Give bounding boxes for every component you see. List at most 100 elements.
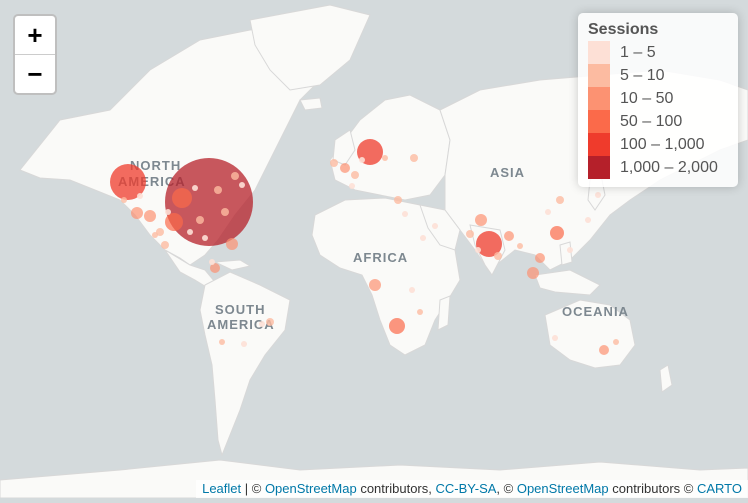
label-africa: AFRICA — [353, 250, 408, 265]
land-caribbean — [213, 259, 252, 271]
session-marker[interactable] — [239, 182, 245, 188]
session-marker[interactable] — [266, 318, 274, 326]
session-marker[interactable] — [165, 209, 171, 215]
session-marker[interactable] — [161, 241, 169, 249]
session-marker[interactable] — [402, 211, 408, 217]
attribution-text: contributors, — [356, 481, 436, 496]
session-marker[interactable] — [556, 196, 564, 204]
session-marker[interactable] — [156, 228, 164, 236]
session-marker[interactable] — [214, 186, 222, 194]
legend-swatch — [588, 41, 610, 64]
session-marker[interactable] — [192, 185, 198, 191]
attribution: Leaflet | © OpenStreetMap contributors, … — [196, 480, 748, 498]
land-greenland — [249, 4, 371, 91]
sessions-legend: Sessions 1 – 5 5 – 10 10 – 50 50 – 100 1… — [578, 13, 738, 187]
session-marker[interactable] — [231, 172, 239, 180]
land-uk — [332, 129, 356, 166]
session-marker[interactable] — [202, 235, 208, 241]
zoom-in-button[interactable]: + — [27, 20, 43, 50]
session-marker[interactable] — [210, 263, 220, 273]
legend-swatch — [588, 133, 610, 156]
session-marker[interactable] — [475, 214, 487, 226]
session-marker[interactable] — [552, 335, 558, 341]
session-marker[interactable] — [595, 192, 601, 198]
session-marker[interactable] — [241, 341, 247, 347]
session-marker[interactable] — [340, 163, 350, 173]
land-new-zealand — [659, 364, 673, 393]
osm-link[interactable]: OpenStreetMap — [264, 481, 357, 496]
session-marker[interactable] — [187, 229, 193, 235]
land-se-asia-islands — [534, 269, 601, 296]
land-madagascar — [437, 295, 451, 331]
session-marker[interactable] — [545, 209, 551, 215]
session-marker[interactable] — [165, 213, 183, 231]
legend-title: Sessions — [588, 21, 659, 38]
session-marker[interactable] — [417, 309, 423, 315]
session-marker[interactable] — [110, 164, 146, 200]
label-south-america: AMERICA — [207, 317, 275, 332]
land-arabia — [419, 204, 461, 251]
session-marker[interactable] — [219, 339, 225, 345]
session-marker[interactable] — [369, 279, 381, 291]
session-marker[interactable] — [420, 235, 426, 241]
label-south: SOUTH — [215, 302, 266, 317]
attribution-text: contributors © — [608, 481, 697, 496]
session-marker[interactable] — [409, 287, 415, 293]
session-marker[interactable] — [527, 267, 539, 279]
legend-label: 50 – 100 — [620, 112, 683, 130]
session-marker[interactable] — [349, 183, 355, 189]
land-iceland — [299, 97, 323, 111]
session-marker[interactable] — [476, 231, 502, 257]
legend-label: 1,000 – 2,000 — [620, 158, 718, 176]
session-marker[interactable] — [382, 155, 388, 161]
session-marker[interactable] — [599, 345, 609, 355]
legend-swatch — [588, 156, 610, 179]
session-marker[interactable] — [394, 196, 402, 204]
carto-link[interactable]: CARTO — [696, 481, 742, 496]
session-marker[interactable] — [585, 217, 591, 223]
session-marker[interactable] — [466, 230, 474, 238]
session-marker[interactable] — [259, 321, 265, 327]
session-marker[interactable] — [504, 231, 514, 241]
session-marker[interactable] — [131, 207, 143, 219]
cc-by-sa-link[interactable]: CC-BY-SA — [435, 481, 497, 496]
session-marker[interactable] — [613, 339, 619, 345]
session-marker[interactable] — [475, 247, 481, 253]
session-marker[interactable] — [389, 318, 405, 334]
session-marker[interactable] — [152, 232, 158, 238]
label-north: NORTH — [130, 158, 181, 173]
session-marker[interactable] — [172, 188, 192, 208]
session-marker[interactable] — [517, 243, 523, 249]
land-australia — [544, 299, 636, 369]
legend-label: 5 – 10 — [620, 66, 665, 84]
session-marker[interactable] — [165, 158, 253, 246]
session-marker[interactable] — [410, 154, 418, 162]
legend-label: 1 – 5 — [620, 43, 656, 61]
session-marker[interactable] — [137, 193, 143, 199]
land-south-america — [199, 271, 291, 457]
session-marker[interactable] — [330, 159, 338, 167]
session-marker[interactable] — [567, 247, 573, 253]
legend-item: 10 – 50 — [588, 87, 728, 110]
session-marker[interactable] — [144, 210, 156, 222]
session-marker[interactable] — [209, 259, 215, 265]
session-marker[interactable] — [196, 216, 204, 224]
session-marker[interactable] — [535, 253, 545, 263]
osm-link[interactable]: OpenStreetMap — [516, 481, 609, 496]
session-markers — [110, 139, 619, 355]
session-marker[interactable] — [221, 208, 229, 216]
attribution-text: , © — [496, 481, 517, 496]
session-marker[interactable] — [226, 238, 238, 250]
land-philippines — [559, 241, 573, 266]
legend-label: 100 – 1,000 — [620, 135, 705, 153]
session-marker[interactable] — [550, 226, 564, 240]
session-marker[interactable] — [121, 197, 127, 203]
zoom-control: + − — [13, 14, 57, 95]
session-marker[interactable] — [494, 252, 502, 260]
session-marker[interactable] — [359, 157, 365, 163]
session-marker[interactable] — [351, 171, 359, 179]
session-marker[interactable] — [432, 223, 438, 229]
legend-item: 5 – 10 — [588, 64, 728, 87]
leaflet-link[interactable]: Leaflet — [202, 481, 242, 496]
zoom-out-button[interactable]: − — [15, 54, 55, 93]
